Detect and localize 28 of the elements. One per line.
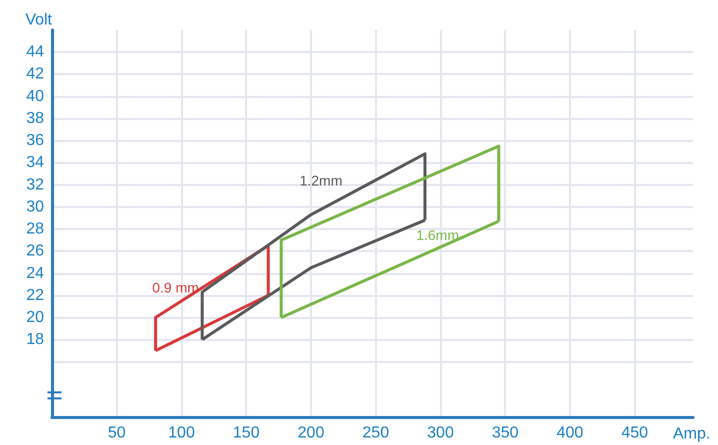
x-tick-label: 50 (108, 424, 126, 442)
x-tick-label: 450 (621, 424, 648, 442)
x-tick-label: 300 (427, 424, 454, 442)
series-label: 0.9 mm (152, 279, 199, 296)
y-tick-label: 30 (26, 198, 44, 216)
y-tick-label: 18 (26, 331, 44, 348)
text: 1.6mm (416, 227, 460, 244)
y-tick-label: 32 (26, 176, 44, 194)
x-tick-label: 150 (232, 424, 260, 442)
y-tick-label: 28 (26, 220, 44, 238)
y-tick-label: 22 (26, 286, 44, 304)
y-tick-label: 34 (26, 154, 44, 172)
y-tick-label: 36 (26, 132, 44, 150)
y-tick-label: 38 (26, 110, 44, 127)
y-axis-title: Volt (25, 12, 53, 28)
y-tick-label: 20 (26, 308, 44, 326)
x-tick-label: 200 (298, 424, 324, 442)
x-tick-label: 350 (492, 424, 519, 442)
series-label: 1.2mm (300, 172, 342, 189)
y-tick-label: 40 (26, 88, 44, 105)
x-tick-label: 250 (362, 424, 390, 442)
x-tick-label: 400 (556, 424, 584, 442)
y-tick-label: 44 (26, 44, 44, 61)
x-axis-title: Amp. (673, 426, 710, 442)
y-tick-label: 26 (26, 242, 44, 260)
y-tick-label: 24 (26, 264, 44, 282)
x-tick-label: 100 (168, 424, 195, 442)
y-tick-label: 42 (26, 66, 44, 83)
